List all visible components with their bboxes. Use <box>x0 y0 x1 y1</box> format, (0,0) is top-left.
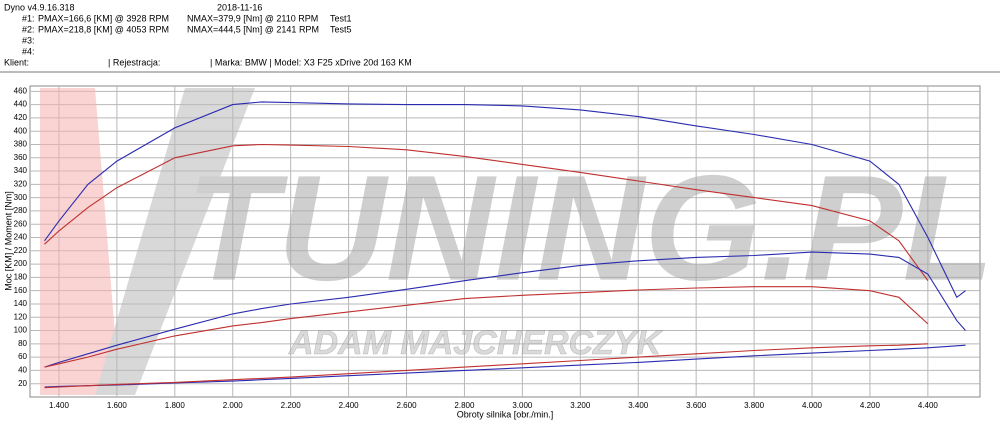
vehicle: | Marka: BMW | Model: X3 F25 xDrive 20d … <box>210 57 412 67</box>
y-tick-label: 180 <box>14 272 28 281</box>
series-line <box>44 251 966 368</box>
run-nmax: NMAX=379,9 [Nm] @ 2110 RPM <box>187 13 318 23</box>
run-test: Test5 <box>330 24 352 34</box>
y-tick-label: 280 <box>14 206 28 215</box>
y-tick-label: 60 <box>18 352 27 361</box>
series-line <box>44 143 929 282</box>
run-test: Test1 <box>330 13 352 23</box>
y-tick-label: 420 <box>14 113 28 122</box>
x-tick-label: 2.000 <box>223 401 244 410</box>
y-tick-label: 200 <box>14 259 28 268</box>
y-tick-label: 400 <box>14 126 28 135</box>
x-tick-label: 2.800 <box>454 401 475 410</box>
y-tick-label: 300 <box>14 193 28 202</box>
y-tick-label: 360 <box>14 153 28 162</box>
run-id: #3: <box>22 35 35 45</box>
run-id: #2: <box>22 24 35 34</box>
x-tick-label: 4.200 <box>860 401 881 410</box>
series-line <box>44 286 929 368</box>
x-tick-label: 3.200 <box>570 401 591 410</box>
x-tick-label: 4.400 <box>918 401 939 410</box>
series-line <box>44 343 928 389</box>
y-tick-label: 140 <box>14 299 28 308</box>
y-tick-label: 440 <box>14 100 28 109</box>
y-tick-label: 120 <box>14 312 28 321</box>
run-nmax: NMAX=444,5 [Nm] @ 2141 RPM <box>187 24 319 34</box>
series-line <box>44 344 966 388</box>
y-tick-label: 100 <box>14 326 28 335</box>
y-tick-label: 380 <box>14 140 28 149</box>
x-tick-label: 2.600 <box>397 401 418 410</box>
client: Klient: <box>4 57 29 67</box>
y-axis-label: Moc [KM] / Moment [Nm] <box>3 191 13 291</box>
x-tick-label: 3.800 <box>744 401 765 410</box>
y-tick-label: 160 <box>14 286 28 295</box>
watermark: TUNING.PL ADAM MAJCHERCZYK <box>40 88 994 395</box>
watermark-text: TUNING.PL <box>186 144 994 312</box>
lines <box>44 101 966 389</box>
watermark-subtext: ADAM MAJCHERCZYK <box>288 324 664 362</box>
y-tick-label: 20 <box>18 379 27 388</box>
x-tick-label: 3.000 <box>512 401 533 410</box>
x-tick-label: 1.600 <box>107 401 128 410</box>
run-pmax: PMAX=166,6 [KM] @ 3928 RPM <box>38 13 169 23</box>
run-id: #1: <box>22 13 35 23</box>
run-id: #4: <box>22 46 35 56</box>
y-tick-label: 260 <box>14 219 28 228</box>
run-pmax: PMAX=218,8 [KM] @ 4053 RPM <box>38 24 169 34</box>
watermark-shape <box>40 88 120 395</box>
date: 2018-11-16 <box>217 2 262 12</box>
x-axis-label: Obroty silnika [obr./min.] <box>457 409 554 419</box>
y-tick-label: 460 <box>14 86 28 95</box>
y-tick-label: 220 <box>14 246 28 255</box>
x-tick-label: 4.000 <box>802 401 823 410</box>
x-tick-label: 1.800 <box>165 401 186 410</box>
y-tick-label: 340 <box>14 166 28 175</box>
program: Dyno v4.9.16.318 <box>4 2 75 12</box>
watermark-shape <box>95 88 255 395</box>
x-tick-label: 2.400 <box>339 401 360 410</box>
y-tick-label: 80 <box>18 339 27 348</box>
x-tick-label: 1.400 <box>49 401 70 410</box>
y-tick-label: 320 <box>14 179 28 188</box>
y-tick-label: 40 <box>18 366 27 375</box>
x-tick-label: 2.200 <box>281 401 302 410</box>
y-tick-label: 240 <box>14 233 28 242</box>
x-tick-label: 3.600 <box>686 401 707 410</box>
x-tick-label: 3.400 <box>628 401 649 410</box>
series-line <box>44 101 966 299</box>
registration: | Rejestracja: <box>108 57 160 67</box>
